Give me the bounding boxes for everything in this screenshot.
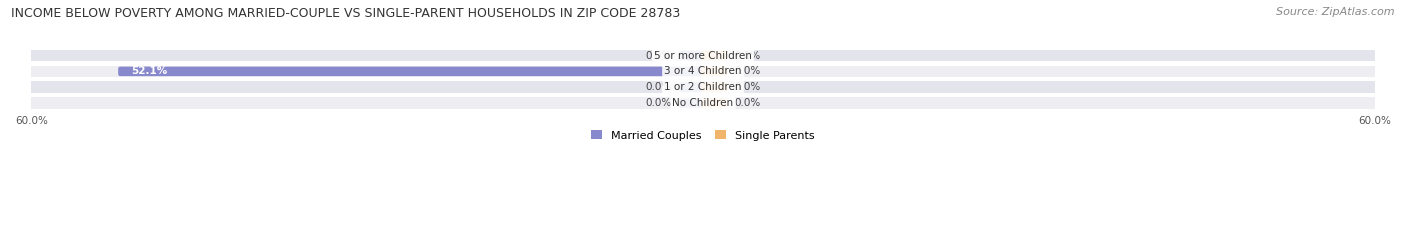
FancyBboxPatch shape [702, 67, 727, 76]
FancyBboxPatch shape [702, 82, 727, 92]
Text: 0.0%: 0.0% [734, 82, 761, 92]
Text: 0.0%: 0.0% [734, 98, 761, 108]
Bar [31, 66, 1375, 77]
Bar [31, 82, 1375, 93]
Text: INCOME BELOW POVERTY AMONG MARRIED-COUPLE VS SINGLE-PARENT HOUSEHOLDS IN ZIP COD: INCOME BELOW POVERTY AMONG MARRIED-COUPL… [11, 7, 681, 20]
Text: 3 or 4 Children: 3 or 4 Children [664, 66, 742, 76]
Text: 5 or more Children: 5 or more Children [654, 51, 752, 61]
FancyBboxPatch shape [679, 51, 704, 60]
FancyBboxPatch shape [702, 51, 727, 60]
FancyBboxPatch shape [679, 98, 704, 108]
Text: Source: ZipAtlas.com: Source: ZipAtlas.com [1277, 7, 1395, 17]
FancyBboxPatch shape [118, 67, 704, 76]
Legend: Married Couples, Single Parents: Married Couples, Single Parents [586, 126, 820, 145]
Text: No Children: No Children [672, 98, 734, 108]
Bar [31, 50, 1375, 61]
FancyBboxPatch shape [679, 82, 704, 92]
Text: 0.0%: 0.0% [645, 98, 672, 108]
Text: 0.0%: 0.0% [645, 51, 672, 61]
Text: 1 or 2 Children: 1 or 2 Children [664, 82, 742, 92]
Text: 0.0%: 0.0% [734, 51, 761, 61]
Text: 52.1%: 52.1% [131, 66, 167, 76]
FancyBboxPatch shape [702, 98, 727, 108]
Bar [31, 97, 1375, 109]
Text: 0.0%: 0.0% [645, 82, 672, 92]
Text: 0.0%: 0.0% [734, 66, 761, 76]
